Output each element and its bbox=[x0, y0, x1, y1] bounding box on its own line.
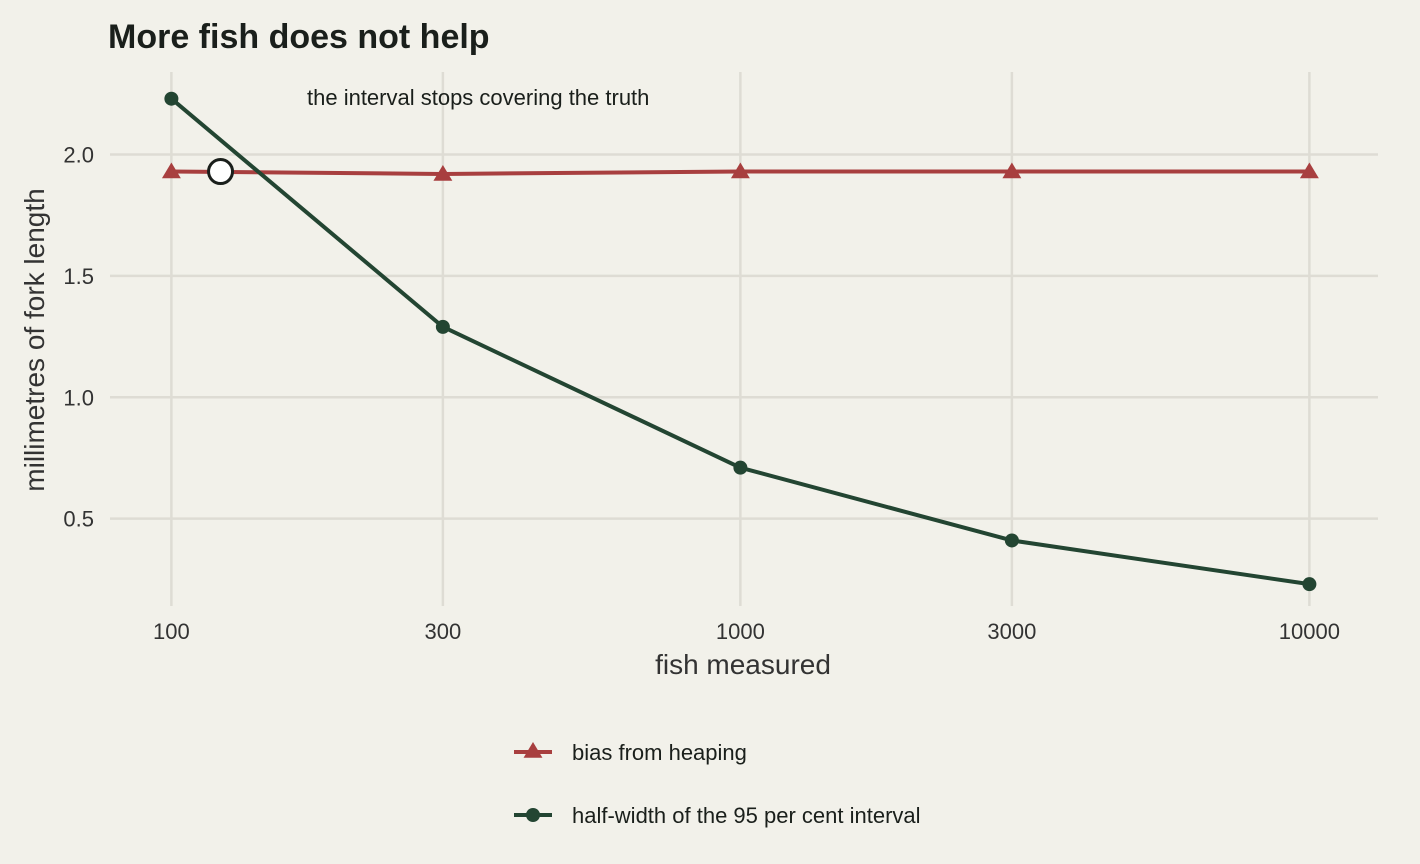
series-point-1 bbox=[433, 164, 453, 181]
legend-label-1: bias from heaping bbox=[572, 740, 747, 765]
series-point-1 bbox=[1299, 162, 1319, 179]
annotation-marker bbox=[207, 158, 235, 186]
series-point-2 bbox=[1302, 577, 1317, 592]
y-tick-label: 0.5 bbox=[63, 507, 94, 532]
legend-key-marker-1 bbox=[523, 742, 543, 758]
series-layer bbox=[161, 91, 1319, 592]
x-tick-label: 3000 bbox=[987, 619, 1036, 644]
series-point-2 bbox=[733, 460, 748, 475]
series-point-2 bbox=[1004, 533, 1019, 548]
legend-key-marker-2 bbox=[526, 808, 540, 822]
series-point-1 bbox=[161, 162, 181, 179]
x-tick-label: 1000 bbox=[716, 619, 765, 644]
legend: bias from heaping half-width of the 95 pe… bbox=[514, 740, 921, 828]
annotation-layer: the interval stops covering the truth bbox=[207, 85, 649, 186]
x-tick-label: 300 bbox=[425, 619, 462, 644]
legend-label-2: half-width of the 95 per cent interval bbox=[572, 803, 921, 828]
y-tick-label: 1.0 bbox=[63, 385, 94, 410]
chart-title: More fish does not help bbox=[108, 18, 490, 56]
y-axis-title: millimetres of fork length bbox=[19, 188, 50, 491]
tick-labels: 0.5 1.0 1.5 2.0 100 300 1000 3000 10000 bbox=[63, 143, 1340, 644]
series-point-2 bbox=[435, 319, 450, 334]
x-tick-label: 100 bbox=[153, 619, 190, 644]
y-tick-label: 1.5 bbox=[63, 264, 94, 289]
annotation-text: the interval stops covering the truth bbox=[307, 85, 649, 110]
series-point-1 bbox=[1002, 162, 1022, 179]
x-axis-title: fish measured bbox=[655, 649, 831, 680]
x-tick-label: 10000 bbox=[1279, 619, 1340, 644]
grid bbox=[110, 72, 1378, 606]
y-tick-label: 2.0 bbox=[63, 143, 94, 168]
series-point-1 bbox=[730, 162, 750, 179]
series-point-2 bbox=[164, 91, 179, 106]
